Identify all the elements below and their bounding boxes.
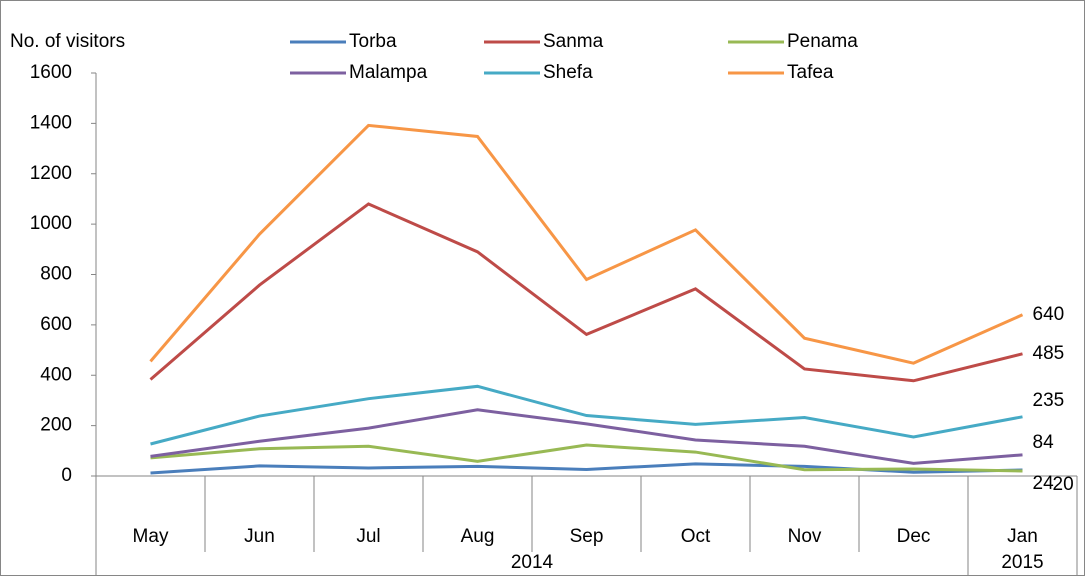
- x-tick-label: Jun: [244, 526, 275, 547]
- y-tick-label: 1600: [30, 62, 72, 83]
- x-tick-label: Dec: [897, 526, 931, 547]
- data-label: 24: [1033, 473, 1055, 494]
- series-line: [150, 443, 1023, 473]
- legend-label: Sanma: [543, 31, 604, 52]
- y-tick-label: 400: [40, 364, 72, 385]
- group-label: 2015: [1001, 552, 1043, 573]
- y-axis-label: No. of visitors: [10, 31, 125, 52]
- data-label: 20: [1053, 474, 1074, 495]
- group-label: 2014: [511, 552, 554, 573]
- series-line: [150, 384, 1023, 446]
- data-label: 84: [1033, 432, 1055, 453]
- y-tick-label: 800: [40, 264, 72, 285]
- y-tick-label: 1000: [30, 213, 72, 234]
- legend-label: Torba: [349, 31, 397, 52]
- x-tick-label: Nov: [788, 526, 822, 547]
- x-tick-label: Sep: [570, 526, 604, 547]
- x-tick-label: Jan: [1007, 526, 1038, 547]
- y-tick-label: 1200: [30, 163, 72, 184]
- data-label: 235: [1033, 390, 1065, 411]
- series-line: [149, 123, 1024, 365]
- legend-label: Malampa: [349, 62, 428, 83]
- x-tick-label: Jul: [356, 526, 380, 547]
- x-tick-label: Aug: [461, 526, 495, 547]
- x-tick-label: Oct: [681, 526, 711, 547]
- legend-label: Tafea: [787, 62, 834, 83]
- y-tick-label: 0: [61, 465, 72, 486]
- legend-label: Penama: [787, 31, 858, 52]
- y-tick-label: 200: [40, 415, 72, 436]
- legend-label: Shefa: [543, 62, 593, 83]
- y-tick-label: 1400: [30, 112, 72, 133]
- x-tick-label: May: [133, 526, 169, 547]
- series-line: [149, 202, 1023, 383]
- y-tick-label: 600: [40, 314, 72, 335]
- data-label: 485: [1033, 343, 1065, 364]
- data-label: 640: [1033, 304, 1065, 325]
- series-line: [150, 408, 1023, 465]
